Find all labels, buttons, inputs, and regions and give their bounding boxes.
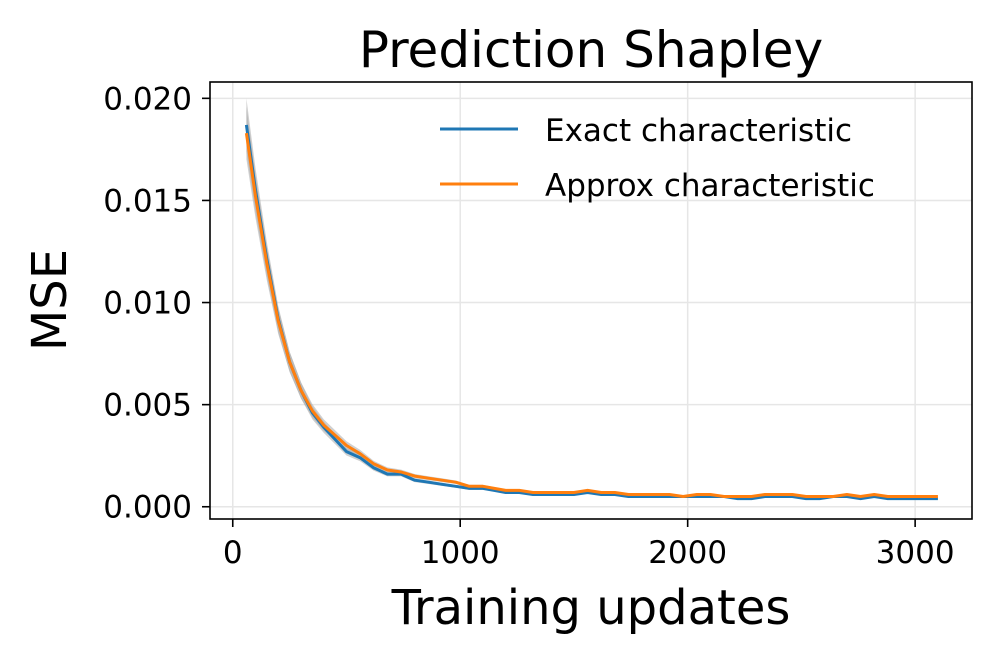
x-tick-label: 0: [223, 535, 243, 571]
y-tick-label: 0.010: [103, 286, 192, 322]
chart-title: Prediction Shapley: [359, 21, 823, 79]
series-line-exact: [244, 124, 938, 501]
legend-label-approx: Approx characteristic: [545, 168, 875, 204]
y-axis-ticks: 0.000 0.005 0.010 0.015 0.020: [103, 81, 210, 526]
series-lines: [244, 124, 938, 501]
x-axis-label: Training updates: [391, 580, 791, 636]
y-axis-label: MSE: [22, 249, 78, 351]
x-axis-ticks: 0 1000 2000 3000: [223, 519, 955, 571]
y-tick-label: 0.005: [103, 388, 192, 424]
x-tick-label: 1000: [421, 535, 500, 571]
x-tick-label: 3000: [876, 535, 955, 571]
grid: [210, 82, 972, 519]
plot-frame: [209, 81, 973, 520]
y-tick-label: 0.015: [103, 183, 192, 219]
series-line-approx: [244, 132, 938, 498]
legend-label-exact: Exact characteristic: [545, 113, 852, 149]
y-tick-label: 0.020: [103, 81, 192, 117]
x-tick-label: 2000: [648, 535, 727, 571]
y-tick-label: 0.000: [103, 490, 192, 526]
legend: Exact characteristic Approx characterist…: [440, 113, 875, 204]
